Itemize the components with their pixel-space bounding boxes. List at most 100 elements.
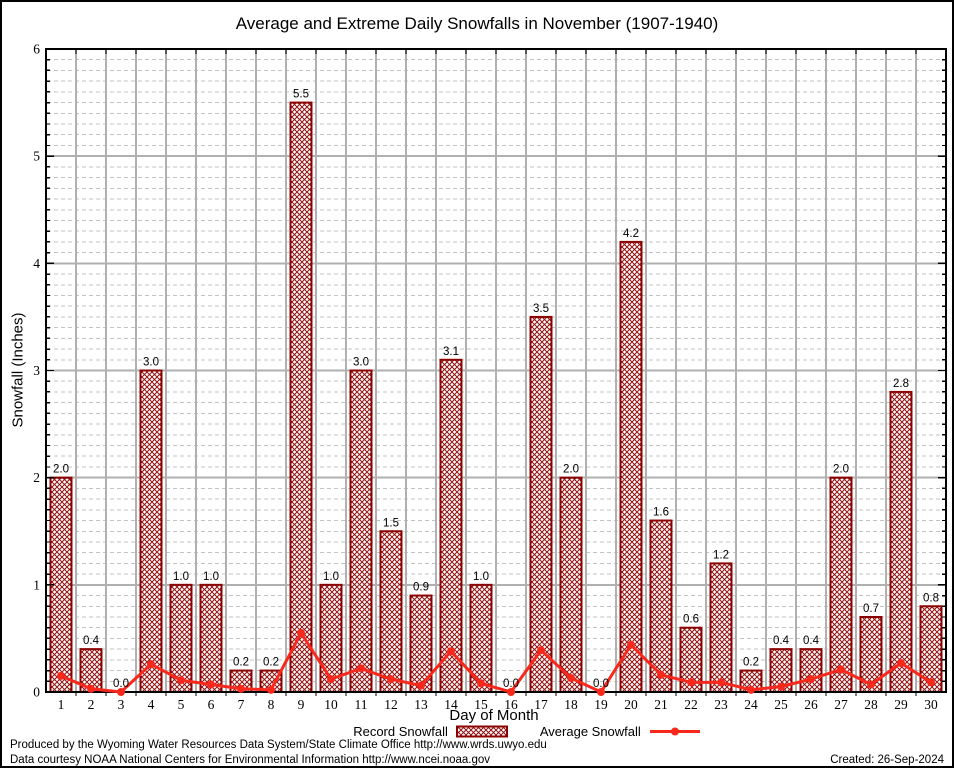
bar-value-label-day-13: 0.9 bbox=[413, 582, 429, 594]
bar-value-label-day-16: 0.0 bbox=[503, 678, 519, 690]
record-bar-day-26 bbox=[799, 648, 823, 694]
bar-value-label-day-14: 3.1 bbox=[443, 346, 459, 358]
x-tick-label-19: 19 bbox=[594, 697, 608, 712]
average-point-day-7 bbox=[237, 684, 245, 693]
x-tick-label-1: 1 bbox=[58, 697, 65, 712]
bar-value-label-day-5: 1.0 bbox=[173, 571, 189, 583]
bar-value-label-day-4: 3.0 bbox=[143, 357, 159, 369]
record-bar-day-18 bbox=[559, 476, 583, 693]
average-point-day-25 bbox=[777, 682, 785, 691]
vertical-gridlines bbox=[75, 50, 917, 691]
legend-average-snowfall-label: Average Snowfall bbox=[539, 724, 641, 739]
x-axis-title: Day of Month bbox=[449, 707, 539, 724]
x-tick-label-27: 27 bbox=[834, 697, 848, 712]
bar-value-label-day-27: 2.0 bbox=[833, 464, 849, 476]
record-bar-day-6 bbox=[199, 583, 223, 693]
footer-produced-by: Produced by the Wyoming Water Resources … bbox=[10, 739, 547, 751]
x-tick-label-28: 28 bbox=[864, 697, 878, 712]
y-tick-label-4: 4 bbox=[33, 256, 40, 271]
average-point-day-24 bbox=[747, 685, 755, 694]
x-tick-label-6: 6 bbox=[208, 697, 215, 712]
average-point-day-23 bbox=[717, 678, 725, 687]
bar-value-label-day-9: 5.5 bbox=[293, 89, 309, 101]
bar-value-label-day-19: 0.0 bbox=[593, 678, 609, 690]
x-tick-label-15: 15 bbox=[474, 697, 488, 712]
y-tick-label-0: 0 bbox=[33, 685, 40, 700]
bar-value-label-day-1: 2.0 bbox=[53, 464, 69, 476]
average-point-day-20 bbox=[627, 640, 635, 649]
average-point-day-5 bbox=[177, 676, 185, 685]
average-sample-marker bbox=[670, 727, 679, 736]
x-tick-label-7: 7 bbox=[238, 697, 245, 712]
average-snowfall-line bbox=[60, 631, 932, 694]
x-tick-labels: 1 2 3 4 5 6 7 8 9 10 11 12 13 14 15 16 17 18 19 20 21 22 23 24 2… bbox=[58, 697, 938, 712]
record-snowfall-swatch bbox=[455, 725, 508, 738]
x-tick-label-30: 30 bbox=[924, 697, 938, 712]
bar-value-label-day-30: 0.8 bbox=[923, 592, 939, 604]
record-bar-day-11 bbox=[349, 369, 373, 693]
bar-value-label-day-6: 1.0 bbox=[203, 571, 219, 583]
x-tick-label-22: 22 bbox=[684, 697, 698, 712]
y-tick-labels: 0 1 2 3 4 5 6 bbox=[33, 42, 40, 700]
x-tick-label-23: 23 bbox=[714, 697, 728, 712]
bar-value-label-day-10: 1.0 bbox=[323, 571, 339, 583]
average-point-day-8 bbox=[267, 685, 275, 694]
average-point-day-19 bbox=[597, 688, 605, 696]
bar-value-label-day-3: 0.0 bbox=[113, 678, 129, 690]
average-point-day-18 bbox=[567, 674, 575, 683]
x-tick-label-16: 16 bbox=[504, 697, 518, 712]
bar-value-label-day-26: 0.4 bbox=[803, 635, 820, 647]
bar-value-label-day-12: 1.5 bbox=[383, 517, 399, 529]
average-point-day-10 bbox=[327, 675, 335, 684]
legend: Record Snowfall Average Snowfall bbox=[102, 724, 952, 739]
x-tick-label-26: 26 bbox=[804, 697, 818, 712]
x-tick-label-20: 20 bbox=[624, 697, 638, 712]
axis-ticks bbox=[46, 48, 946, 696]
x-tick-label-17: 17 bbox=[534, 697, 548, 712]
average-point-day-29 bbox=[897, 659, 905, 668]
x-tick-label-25: 25 bbox=[774, 697, 788, 712]
x-tick-label-3: 3 bbox=[118, 697, 125, 712]
x-tick-label-18: 18 bbox=[564, 697, 578, 712]
bar-value-label-day-29: 2.8 bbox=[893, 378, 909, 390]
average-point-day-17 bbox=[537, 646, 545, 655]
x-tick-label-12: 12 bbox=[384, 697, 398, 712]
average-point-day-13 bbox=[417, 681, 425, 690]
bar-value-label-day-21: 1.6 bbox=[653, 507, 669, 519]
average-point-day-3 bbox=[117, 688, 125, 696]
x-tick-label-9: 9 bbox=[298, 697, 305, 712]
record-bar-day-12 bbox=[379, 530, 403, 693]
average-point-day-28 bbox=[867, 680, 875, 689]
average-point-day-15 bbox=[477, 679, 485, 688]
record-bar-day-9 bbox=[289, 101, 313, 694]
average-point-day-1 bbox=[57, 671, 65, 680]
record-bar-day-14 bbox=[439, 358, 463, 693]
average-point-day-21 bbox=[657, 670, 665, 679]
y-tick-label-3: 3 bbox=[33, 363, 40, 378]
average-point-day-9 bbox=[297, 629, 305, 638]
average-point-day-2 bbox=[87, 684, 95, 693]
x-tick-label-4: 4 bbox=[148, 697, 155, 712]
chart-title: Average and Extreme Daily Snowfalls in N… bbox=[235, 14, 719, 33]
bar-value-label-day-24: 0.2 bbox=[743, 657, 759, 669]
average-snowfall-line-sample bbox=[649, 727, 700, 736]
y-tick-label-2: 2 bbox=[33, 470, 40, 485]
average-point-day-26 bbox=[807, 675, 815, 684]
average-point-day-22 bbox=[687, 678, 695, 687]
bar-value-label-day-11: 3.0 bbox=[353, 357, 369, 369]
y-tick-label-5: 5 bbox=[33, 149, 40, 164]
bar-value-label-day-17: 3.5 bbox=[533, 303, 549, 315]
x-tick-label-10: 10 bbox=[324, 697, 338, 712]
bar-value-labels: 2.0 0.4 0.0 3.0 1.0 1.0 0.2 0.2 5.5 1.0 3.0 1.5 0.9 3… bbox=[53, 89, 939, 690]
x-tick-label-11: 11 bbox=[355, 697, 368, 712]
bar-value-label-day-18: 2.0 bbox=[563, 464, 579, 476]
bar-value-label-day-28: 0.7 bbox=[863, 603, 879, 615]
y-tick-label-6: 6 bbox=[33, 42, 40, 57]
average-snowfall-points bbox=[57, 629, 935, 696]
bar-value-label-day-25: 0.4 bbox=[773, 635, 790, 647]
y-tick-label-1: 1 bbox=[33, 577, 40, 592]
average-point-day-12 bbox=[387, 675, 395, 684]
average-point-day-4 bbox=[147, 660, 155, 669]
